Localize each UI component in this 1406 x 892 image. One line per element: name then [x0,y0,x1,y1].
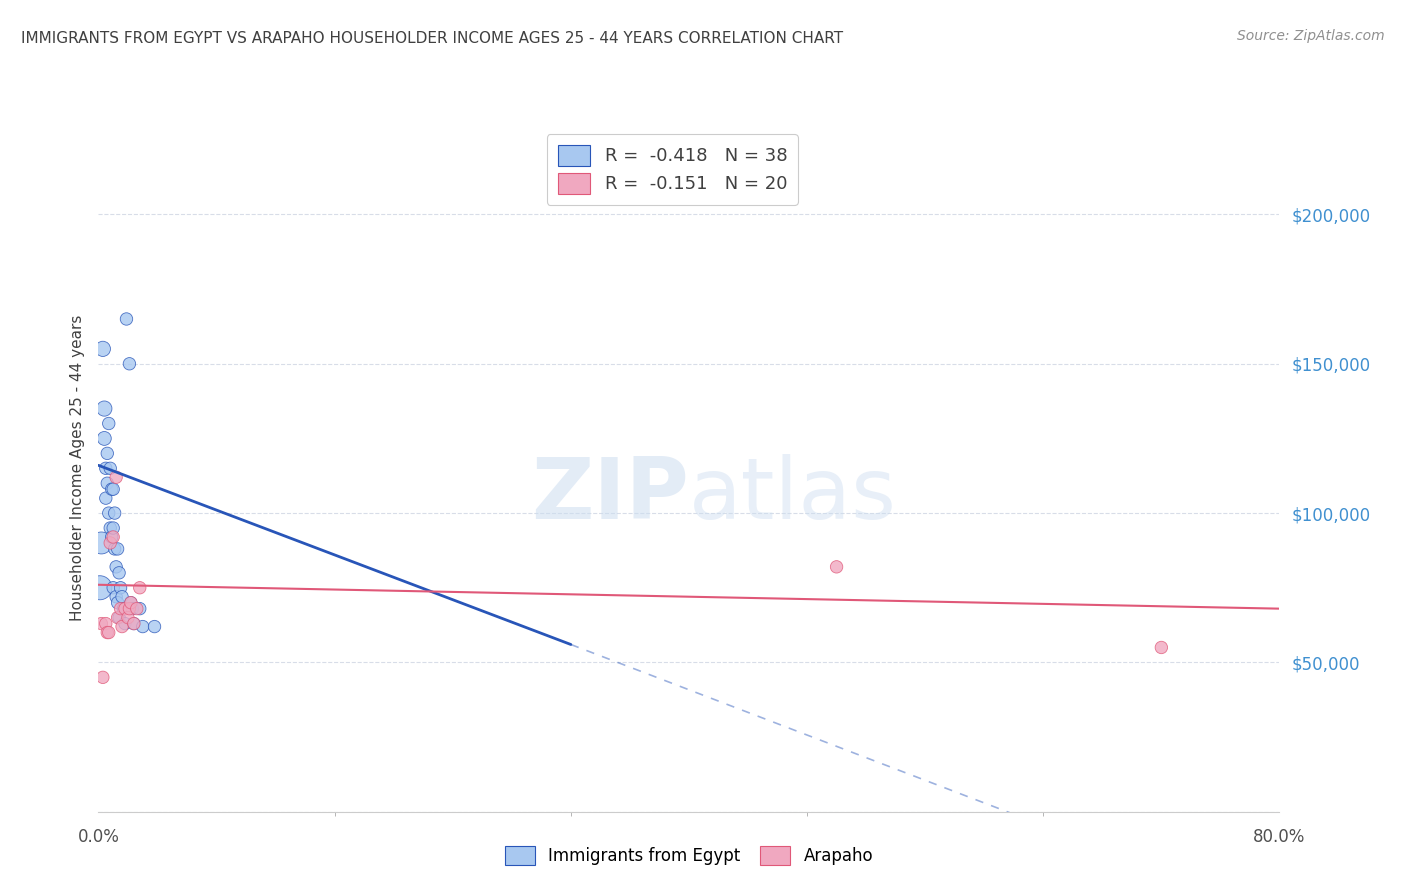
Point [98,521,121,535]
Point [94,491,117,505]
Point [114,616,136,631]
Point [1150,640,1173,655]
Point [115,312,138,326]
Point [97,417,120,431]
Point [107,541,129,556]
Point [90,536,112,550]
Text: Source: ZipAtlas.com: Source: ZipAtlas.com [1237,29,1385,43]
Point [90,616,112,631]
Point [128,581,150,595]
Point [104,506,127,520]
Point [132,619,155,633]
Point [110,601,132,615]
Legend: Immigrants from Egypt, Arapaho: Immigrants from Egypt, Arapaho [498,839,880,872]
Point [105,559,128,574]
Point [120,596,142,610]
Point [94,461,117,475]
Point [128,601,150,615]
Point [122,616,145,631]
Point [105,470,128,484]
Point [104,541,127,556]
Point [107,596,129,610]
Point [100,482,122,496]
Point [98,536,121,550]
Point [96,625,118,640]
Point [98,461,121,475]
Point [103,530,125,544]
Text: ZIP: ZIP [531,454,689,537]
Point [97,506,120,520]
Point [121,601,143,615]
Point [96,476,118,491]
Point [91,670,114,684]
Point [120,596,142,610]
Point [143,619,166,633]
Point [89,581,111,595]
Point [825,559,848,574]
Point [111,590,134,604]
Point [100,530,122,544]
Point [91,342,114,356]
Point [114,601,136,615]
Point [118,357,141,371]
Point [93,432,115,446]
Point [125,601,148,615]
Text: atlas: atlas [689,454,897,537]
Point [112,601,135,615]
Point [103,581,125,595]
Point [111,619,134,633]
Point [103,482,125,496]
Point [96,446,118,460]
Y-axis label: Householder Income Ages 25 - 44 years: Householder Income Ages 25 - 44 years [69,315,84,622]
Point [94,616,117,631]
Point [105,590,128,604]
Point [107,610,129,624]
Point [97,625,120,640]
Point [122,616,145,631]
Point [108,610,131,624]
Point [117,610,139,624]
Point [118,601,141,615]
Point [110,581,132,595]
Point [103,521,125,535]
Text: IMMIGRANTS FROM EGYPT VS ARAPAHO HOUSEHOLDER INCOME AGES 25 - 44 YEARS CORRELATI: IMMIGRANTS FROM EGYPT VS ARAPAHO HOUSEHO… [21,31,844,46]
Point [93,401,115,416]
Point [108,566,131,580]
